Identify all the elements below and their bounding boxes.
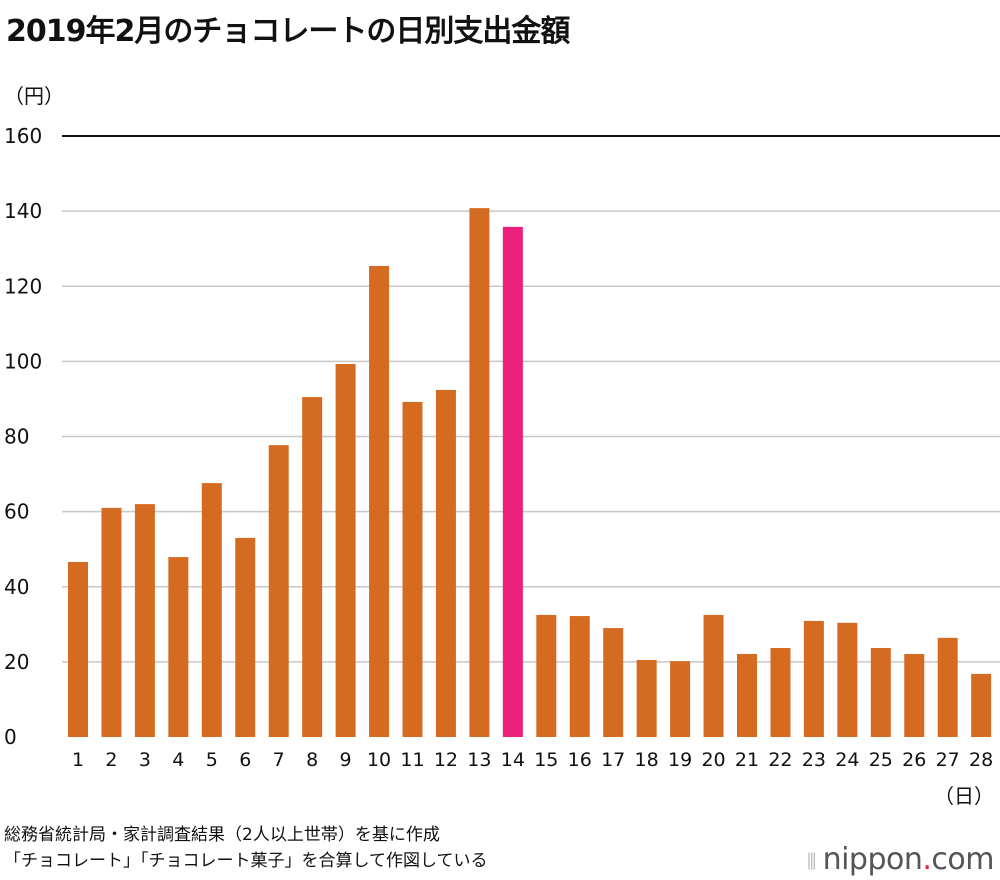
bar <box>235 537 256 737</box>
x-tick-label: 12 <box>434 749 458 771</box>
bar <box>168 557 189 737</box>
bar <box>703 614 724 737</box>
y-tick-label: 60 <box>4 500 29 524</box>
source-note-2: 「チョコレート」「チョコレート菓子」を合算して作図している <box>4 851 488 871</box>
chart-title: 2019年2月のチョコレートの日別支出金額 <box>6 14 570 49</box>
x-tick-label: 1 <box>72 749 84 771</box>
x-tick-label: 15 <box>534 749 558 771</box>
x-tick-label: 13 <box>467 749 491 771</box>
bar <box>68 561 88 737</box>
y-tick-label: 40 <box>4 575 29 599</box>
bar <box>101 507 122 737</box>
x-tick-label: 6 <box>239 749 251 771</box>
x-tick-label: 2 <box>105 749 117 771</box>
bar <box>569 616 590 737</box>
x-tick-label: 11 <box>400 749 424 771</box>
bar <box>369 265 390 737</box>
bar <box>937 637 958 737</box>
x-tick-label: 26 <box>902 749 926 771</box>
bar <box>770 647 791 737</box>
x-tick-label: 14 <box>501 749 525 771</box>
source-note-1: 総務省統計局・家計調査結果（2人以上世帯）を基に作成 <box>4 825 440 845</box>
bar <box>435 389 456 737</box>
x-tick-label: 17 <box>601 749 625 771</box>
x-tick-label: 5 <box>206 749 218 771</box>
bar <box>837 622 858 737</box>
x-tick-label: 22 <box>768 749 792 771</box>
bar <box>904 653 925 737</box>
bar <box>502 226 523 737</box>
bar <box>335 364 356 737</box>
x-axis-unit: （日） <box>934 784 994 808</box>
bar <box>737 653 757 737</box>
x-tick-label: 9 <box>340 749 352 771</box>
y-tick-label: 0 <box>4 725 17 749</box>
x-tick-label: 18 <box>635 749 659 771</box>
x-tick-label: 21 <box>735 749 759 771</box>
bar <box>670 661 691 737</box>
x-tick-label: 19 <box>668 749 692 771</box>
y-tick-label: 140 <box>4 199 42 223</box>
bar <box>603 628 624 737</box>
bar <box>134 504 155 737</box>
bar <box>870 647 891 737</box>
bar <box>268 445 289 737</box>
y-axis-unit: （円） <box>4 84 64 108</box>
x-tick-label: 23 <box>802 749 826 771</box>
x-tick-label: 27 <box>936 749 960 771</box>
bar <box>402 401 423 737</box>
y-tick-label: 160 <box>4 124 42 148</box>
bar <box>536 614 557 737</box>
x-tick-label: 8 <box>306 749 318 771</box>
bar <box>971 673 992 737</box>
bar <box>469 208 490 737</box>
y-tick-label: 80 <box>4 425 29 449</box>
y-tick-label: 100 <box>4 349 42 373</box>
bar <box>302 397 323 737</box>
x-tick-label: 24 <box>835 749 859 771</box>
y-tick-label: 20 <box>4 650 29 674</box>
x-tick-label: 4 <box>172 749 184 771</box>
nippon-logo: ⦀ nippon.com <box>806 842 995 877</box>
x-tick-label: 28 <box>969 749 993 771</box>
x-tick-label: 3 <box>139 749 151 771</box>
x-tick-label: 25 <box>869 749 893 771</box>
bar <box>201 483 222 737</box>
x-tick-label: 10 <box>367 749 391 771</box>
bar <box>636 659 657 737</box>
x-tick-label: 16 <box>568 749 592 771</box>
x-tick-label: 20 <box>701 749 725 771</box>
x-tick-label: 7 <box>273 749 285 771</box>
bar <box>803 620 824 737</box>
y-tick-label: 120 <box>4 274 42 298</box>
